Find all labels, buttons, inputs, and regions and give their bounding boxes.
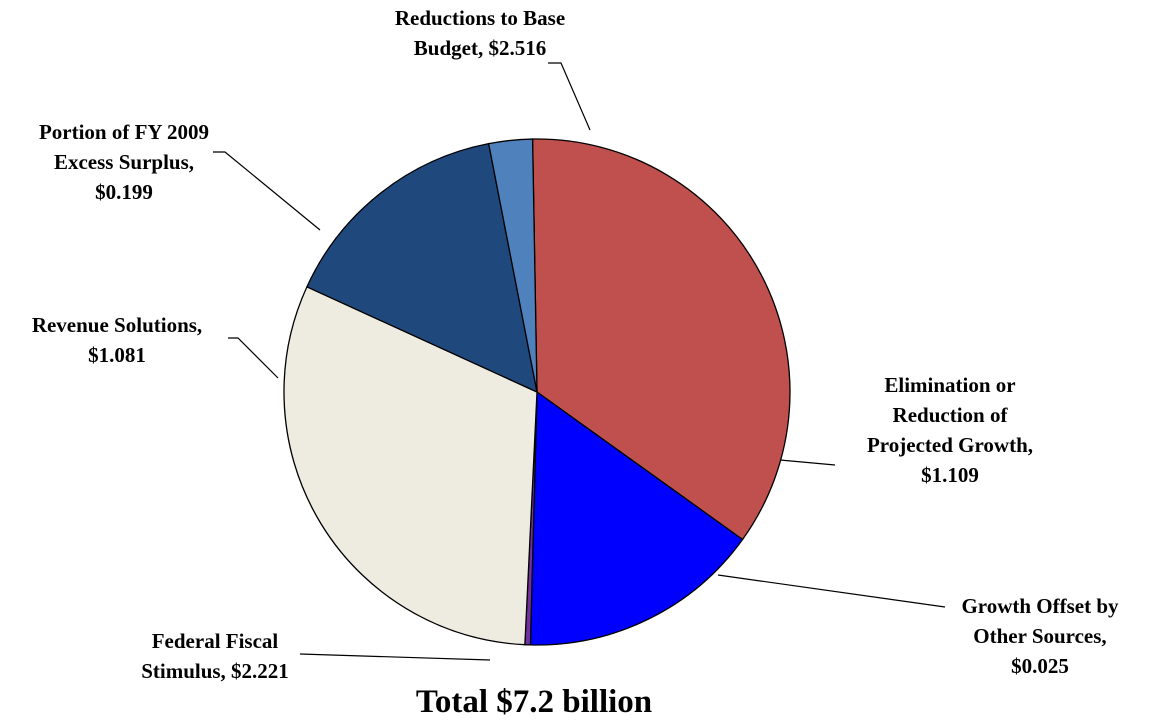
total-label: Total $7.2 billion <box>416 684 652 720</box>
pie-slice <box>306 142 538 394</box>
leader-line <box>548 62 591 131</box>
slice-label-line: Growth Offset by <box>961 594 1119 618</box>
pie-slice <box>487 138 538 393</box>
leader-line <box>779 459 836 466</box>
pie-slice <box>283 285 538 646</box>
slice-label-line: Other Sources, <box>973 624 1106 648</box>
slice-label-line: Stimulus, $2.221 <box>141 659 289 683</box>
slice-label: Reductions to Base Budget, $2.516 <box>395 6 565 60</box>
slice-label-line: $1.109 <box>921 463 979 487</box>
slice-label-line: $0.025 <box>1011 654 1069 678</box>
slice-label-line: Reduction of <box>893 403 1009 427</box>
slice-labels: Reductions to Base Budget, $2.516 Eliminat… <box>32 6 1119 683</box>
leader-line <box>213 151 321 231</box>
pie-slice <box>531 138 791 541</box>
slice-label-line: $0.199 <box>95 180 153 204</box>
slice-label-line: Elimination or <box>884 373 1015 397</box>
slice-label: Portion of FY 2009 Excess Surplus, $0.199 <box>39 120 209 204</box>
slice-label-line: Federal Fiscal <box>152 629 279 653</box>
leader-line <box>717 574 946 608</box>
leader-line <box>299 653 491 661</box>
pie-slice <box>529 390 744 646</box>
slice-label-line: Reductions to Base <box>395 6 565 30</box>
slice-label-line: Budget, $2.516 <box>414 36 546 60</box>
leader-lines <box>213 62 946 661</box>
leader-line <box>228 337 279 379</box>
slice-label-line: Projected Growth, <box>867 433 1033 457</box>
slice-label: Elimination or Reduction of Projected Grow… <box>867 373 1033 487</box>
slice-label: Revenue Solutions, $1.081 <box>32 313 202 367</box>
slice-label-line: $1.081 <box>88 343 146 367</box>
slice-label-line: Excess Surplus, <box>54 150 194 174</box>
pie-slices <box>283 138 791 646</box>
slice-label-line: Revenue Solutions, <box>32 313 202 337</box>
slice-label: Growth Offset by Other Sources, $0.025 <box>961 594 1119 678</box>
slice-label: Federal Fiscal Stimulus, $2.221 <box>141 629 289 683</box>
slice-label-line: Portion of FY 2009 <box>39 120 209 144</box>
